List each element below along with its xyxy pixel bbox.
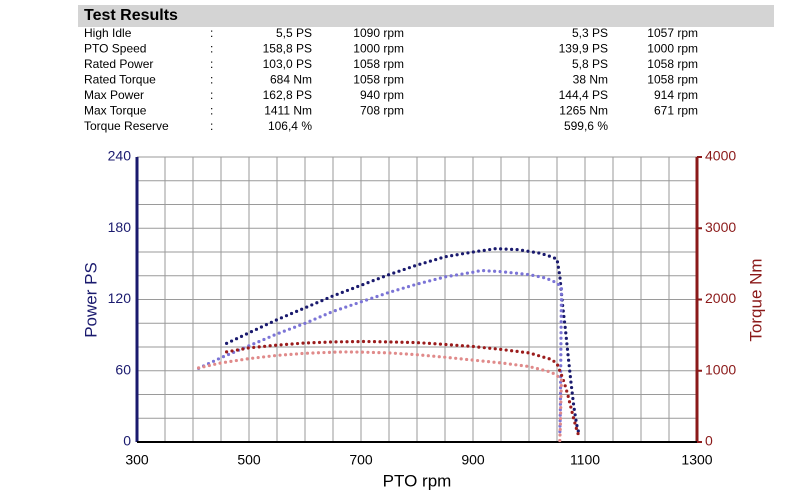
table-cell: Max Torque [84, 104, 147, 118]
table-cell: : [210, 26, 213, 40]
table-cell: 708 rpm [360, 104, 404, 118]
table-cell: : [210, 119, 213, 133]
y-axis-title: Power PS [81, 262, 100, 338]
table-cell: High Idle [84, 26, 132, 40]
table-cell: 1411 Nm [264, 104, 312, 118]
table-cell: 914 rpm [654, 88, 698, 102]
table-cell: : [210, 104, 213, 118]
table-cell: Max Power [84, 88, 144, 102]
table-cell: 38 Nm [573, 73, 608, 87]
series-line [225, 339, 581, 440]
table-cell: 684 Nm [270, 73, 312, 87]
y-tick-label: 240 [108, 148, 132, 164]
table-cell: 1058 rpm [647, 73, 698, 87]
table-cell: Torque Reserve [84, 119, 169, 133]
table-cell: 940 rpm [360, 88, 404, 102]
x-tick-label: 1300 [681, 452, 712, 468]
table-cell: PTO Speed [84, 42, 146, 56]
x-tick-label: 500 [237, 452, 261, 468]
table-cell: 162,8 PS [263, 88, 312, 102]
table-cell: : [210, 57, 213, 71]
table-cell: 1058 rpm [353, 73, 404, 87]
series-line [197, 350, 564, 443]
table-cell: 1058 rpm [353, 57, 404, 71]
table-cell: 1058 rpm [647, 57, 698, 71]
header-title: Test Results [84, 7, 178, 24]
table-cell: : [210, 88, 213, 102]
x-axis-title: PTO rpm [383, 471, 452, 490]
table-cell: Rated Torque [84, 73, 156, 87]
y-tick-label: 120 [108, 290, 132, 306]
y2-tick-label: 2000 [705, 290, 736, 306]
table-cell: 158,8 PS [263, 42, 312, 56]
y2-axis-title: Torque Nm [746, 258, 765, 341]
x-tick-label: 300 [125, 452, 149, 468]
table-cell: : [210, 73, 213, 87]
y-tick-label: 0 [123, 433, 131, 449]
x-tick-label: 1100 [570, 452, 600, 468]
y-tick-label: 180 [108, 219, 132, 235]
table-cell: 106,4 % [268, 119, 312, 133]
y2-tick-label: 3000 [705, 219, 736, 235]
series-line [225, 247, 581, 438]
x-tick-label: 700 [349, 452, 373, 468]
table-cell: 1000 rpm [353, 42, 404, 56]
table-cell: 1265 Nm [559, 104, 608, 118]
table-cell: 599,6 % [564, 119, 608, 133]
y2-tick-label: 1000 [705, 361, 736, 377]
table-cell: 5,8 PS [572, 57, 608, 71]
table-cell: 103,0 PS [263, 57, 312, 71]
table-cell: 1090 rpm [353, 26, 404, 40]
table-cell: 144,4 PS [559, 88, 608, 102]
table-cell: 1000 rpm [647, 42, 698, 56]
table-cell: 1057 rpm [647, 26, 698, 40]
y2-tick-label: 0 [705, 433, 713, 449]
y-tick-label: 60 [115, 361, 131, 377]
header-bar [78, 5, 774, 27]
table-cell: : [210, 42, 213, 56]
table-cell: 139,9 PS [559, 42, 608, 56]
table-cell: 671 rpm [654, 104, 698, 118]
x-tick-label: 900 [461, 452, 485, 468]
table-cell: Rated Power [84, 57, 153, 71]
table-cell: 5,5 PS [276, 26, 312, 40]
table-cell: 5,3 PS [572, 26, 608, 40]
y2-tick-label: 4000 [705, 148, 736, 164]
